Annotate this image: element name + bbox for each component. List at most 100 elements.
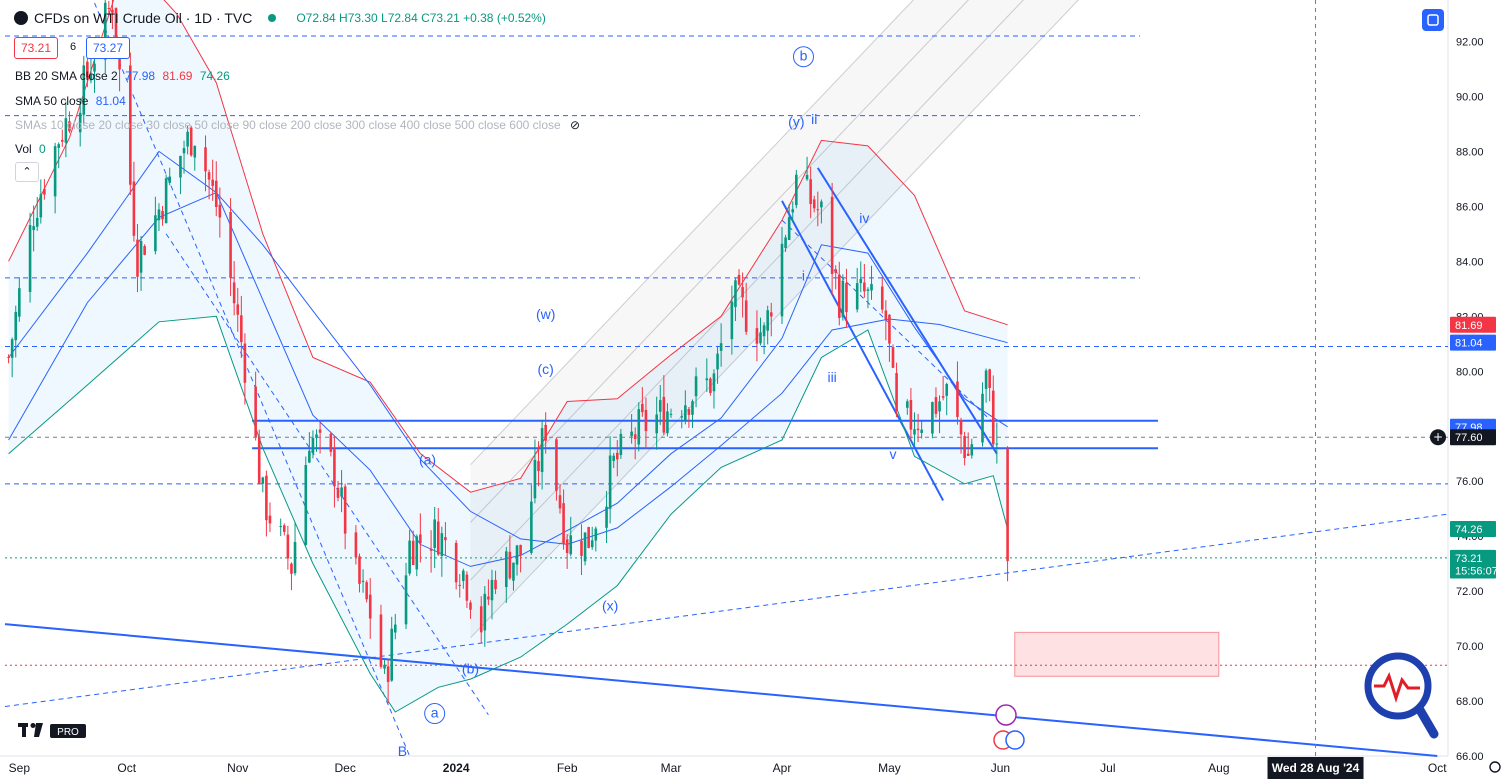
price-badge [1450, 521, 1496, 538]
sell-button[interactable]: 73.21 [14, 37, 59, 59]
candle-body [644, 409, 648, 432]
wave-label: (c) [538, 361, 554, 377]
candle-body [941, 396, 945, 398]
candle-body [633, 434, 637, 439]
y-tick-label: 88.00 [1456, 146, 1484, 158]
x-tick-label: Aug [1208, 761, 1229, 775]
candle-body [612, 455, 616, 461]
candle-body [537, 461, 540, 472]
symbol-header: CFDs on WTI Crude Oil · 1D · TVC O72.84 … [14, 10, 546, 26]
candle-body [755, 328, 759, 344]
dividend-event-icon [995, 704, 1017, 726]
hidden-eye-icon[interactable]: ⊘ [570, 118, 581, 132]
candle-body [465, 574, 469, 601]
collapse-legend-button[interactable]: ⌃ [15, 162, 39, 182]
legend-vol-value: 0 [39, 142, 46, 156]
candle-body [494, 579, 497, 590]
candle-body [504, 551, 508, 588]
candle-body [179, 155, 182, 178]
price-badge-label: 81.04 [1455, 338, 1483, 350]
y-tick-label: 68.00 [1456, 696, 1484, 708]
candle-body [354, 532, 358, 558]
market-status-icon [268, 14, 277, 22]
symbol-title[interactable]: CFDs on WTI Crude Oil · 1D · TVC [34, 10, 253, 26]
candle-body [565, 539, 569, 554]
candle-body [694, 376, 698, 397]
candle-body [555, 439, 558, 491]
candle-body [35, 217, 39, 227]
wave-label-circle [792, 46, 814, 68]
candle-body [916, 428, 920, 431]
candle-body [404, 575, 408, 625]
x-tick-label: Sep [9, 761, 31, 775]
candle-body [186, 131, 189, 147]
candle-body [487, 596, 490, 600]
candle-body [444, 537, 447, 541]
candle-body [780, 243, 784, 317]
candle-body [920, 429, 923, 433]
channel-line [470, 0, 915, 466]
channel-line [470, 0, 1079, 639]
candle-body [340, 487, 343, 497]
price-badge [1450, 316, 1496, 333]
candle-body [207, 172, 211, 180]
candle-body [1006, 448, 1009, 561]
candle-body [436, 521, 440, 555]
x-tick-label: 2024 [443, 761, 470, 775]
candle-body [336, 487, 340, 498]
tradingview-pro-logo: PRO [18, 723, 86, 738]
crosshair-date-label: Wed 28 Aug '24 [1272, 761, 1360, 775]
candle-body [809, 179, 812, 205]
wave-label: (w) [536, 306, 555, 322]
candle-body [888, 314, 891, 344]
candle-body [60, 139, 64, 142]
candle-body [136, 239, 139, 277]
x-tick-label: Jun [991, 761, 1010, 775]
candle-body [304, 465, 308, 545]
trendline [816, 167, 998, 455]
channel-line [470, 0, 970, 523]
candle-body [594, 528, 598, 541]
legend-bb[interactable]: BB 20 SMA close 2 77.98 81.69 74.26 [15, 69, 230, 83]
fullscreen-icon [1427, 14, 1439, 26]
candle-body [769, 312, 773, 317]
candle-body [365, 582, 368, 600]
candle-body [483, 593, 487, 631]
buy-button[interactable]: 73.27 [86, 37, 131, 59]
price-badge [1450, 334, 1496, 351]
candle-body [988, 369, 991, 388]
candle-body [870, 283, 873, 291]
candle-body [719, 343, 723, 351]
trendline [94, 2, 411, 757]
bollinger-band-fill [8, 0, 1008, 712]
candle-body [837, 274, 841, 318]
legend-vol[interactable]: Vol 0 [15, 142, 46, 156]
candle-body [490, 579, 494, 601]
candle-body [787, 217, 791, 240]
candle-body [254, 386, 257, 437]
price-badge-label: 15:56:07 [1455, 565, 1498, 577]
candle-body [214, 180, 218, 208]
y-tick-label: 76.00 [1456, 476, 1484, 488]
fullscreen-button[interactable] [1422, 9, 1444, 31]
candle-body [934, 397, 938, 414]
magnifier-handle [1415, 705, 1439, 739]
candle-body [655, 414, 658, 434]
legend-smas[interactable]: SMAs 10 close 20 close 30 close 50 close… [15, 118, 580, 132]
legend-sma50[interactable]: SMA 50 close 81.04 [15, 94, 126, 108]
candle-body [343, 486, 347, 534]
candle-body [834, 269, 838, 273]
bollinger-upper-line [8, 0, 1008, 493]
candle-body [182, 148, 186, 154]
candle-body [232, 282, 236, 304]
x-tick-label: Oct [1428, 761, 1447, 775]
quantity-value[interactable]: 6 [70, 41, 77, 53]
candle-body [18, 288, 21, 317]
candle-body [411, 540, 415, 565]
add-alert-icon [1430, 429, 1446, 446]
candle-body [533, 459, 537, 499]
candle-body [956, 381, 959, 417]
candle-body [386, 666, 390, 682]
candle-body [261, 477, 265, 484]
